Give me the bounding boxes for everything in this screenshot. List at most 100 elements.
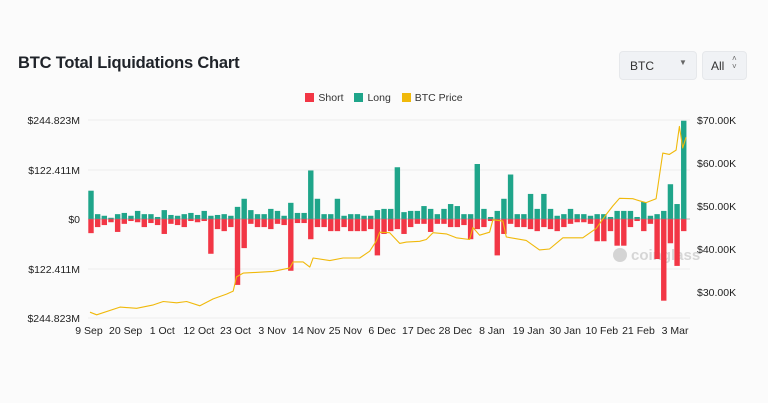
short-bar (214, 219, 221, 230)
long-bar (141, 214, 147, 219)
x-tick-label: 3 Mar (662, 325, 689, 337)
short-bar (154, 219, 161, 226)
y-right-tick-label: $60.00K (697, 158, 736, 170)
chevron-down-icon: ▼ (679, 58, 687, 67)
short-bar (527, 219, 534, 230)
up-down-chevron-icon: ˄ ˅ (732, 54, 737, 71)
y-right-tick-label: $70.00K (697, 115, 736, 127)
short-bar (354, 219, 361, 232)
y-left-tick-label: $0 (68, 214, 80, 226)
y-left-tick-label: $244.823M (27, 313, 80, 325)
short-bar (541, 219, 547, 228)
range-select-value: All (711, 59, 725, 73)
short-bar (388, 219, 394, 232)
long-bar (634, 216, 640, 219)
legend-price[interactable]: BTC Price (401, 92, 463, 104)
long-bar (507, 174, 514, 219)
long-bar (321, 214, 327, 219)
short-bar (467, 219, 474, 240)
long-bar (454, 206, 460, 219)
x-tick-label: 9 Sep (75, 325, 103, 337)
long-bar (441, 208, 447, 219)
long-bar (661, 210, 667, 219)
short-swatch (305, 93, 315, 102)
long-bar (94, 214, 101, 219)
coin-select[interactable]: BTC ▼ (619, 51, 697, 80)
short-bar (221, 219, 227, 232)
short-bar (567, 219, 574, 224)
short-bar (174, 219, 181, 226)
legend-long[interactable]: Long (354, 92, 391, 104)
short-bar (401, 219, 407, 234)
short-bar (427, 219, 434, 232)
long-bar (494, 210, 500, 219)
long-bar (308, 170, 314, 219)
y-left-tick-label: $244.823M (27, 115, 80, 127)
short-bar (647, 219, 654, 224)
long-bar (621, 210, 627, 219)
short-bar (547, 219, 554, 230)
short-bar (681, 219, 687, 232)
short-bar (368, 219, 374, 230)
long-bar (674, 204, 680, 219)
long-bar (194, 214, 201, 219)
short-bar (128, 219, 134, 222)
long-bar (268, 208, 274, 219)
long-bar (681, 120, 687, 219)
x-tick-label: 30 Jan (549, 325, 581, 337)
short-bar (434, 219, 441, 224)
short-bar (234, 219, 241, 285)
x-tick-label: 21 Feb (622, 325, 655, 337)
long-bar (314, 198, 321, 219)
long-bar (447, 204, 454, 219)
long-bar (481, 208, 487, 219)
short-bar (148, 219, 154, 224)
long-bar (188, 212, 194, 219)
short-bar (667, 219, 674, 244)
short-bar (294, 219, 301, 224)
long-bar (434, 214, 441, 219)
long-bar (567, 208, 574, 219)
short-bar (88, 219, 94, 234)
legend-price-label: BTC Price (414, 92, 463, 104)
short-bar (274, 219, 281, 224)
chart-legend: Short Long BTC Price (0, 92, 768, 104)
short-bar (487, 219, 494, 222)
long-bar (128, 215, 134, 219)
short-bar (394, 219, 401, 230)
long-bar (527, 193, 534, 219)
short-bar (534, 219, 540, 232)
long-bar (261, 214, 267, 219)
long-bar (467, 214, 474, 219)
range-select[interactable]: All ˄ ˅ (702, 51, 747, 80)
long-bar (201, 210, 207, 219)
y-left-tick-label: $122.411M (28, 264, 80, 276)
long-bar (381, 208, 387, 219)
long-bar (154, 216, 161, 219)
short-bar (328, 219, 334, 232)
short-bar (514, 219, 520, 228)
short-bar (661, 219, 667, 301)
short-bar (241, 219, 247, 249)
long-bar (581, 214, 587, 219)
short-bar (308, 219, 314, 240)
short-bar (321, 219, 327, 228)
long-bar (234, 206, 241, 219)
long-bar (641, 202, 647, 219)
long-bar (421, 206, 427, 219)
short-bar (654, 219, 660, 260)
long-bar (241, 198, 247, 219)
price-swatch (401, 93, 411, 102)
legend-short[interactable]: Short (305, 92, 344, 104)
short-bar (421, 219, 427, 224)
short-bar (634, 219, 640, 222)
long-bar (407, 210, 414, 219)
short-bar (341, 219, 347, 228)
x-tick-label: 25 Nov (329, 325, 363, 337)
long-bar (348, 214, 354, 219)
x-tick-label: 10 Feb (585, 325, 618, 337)
short-bar (454, 219, 460, 228)
short-bar (481, 219, 487, 228)
short-bar (581, 219, 587, 223)
short-bar (254, 219, 261, 228)
